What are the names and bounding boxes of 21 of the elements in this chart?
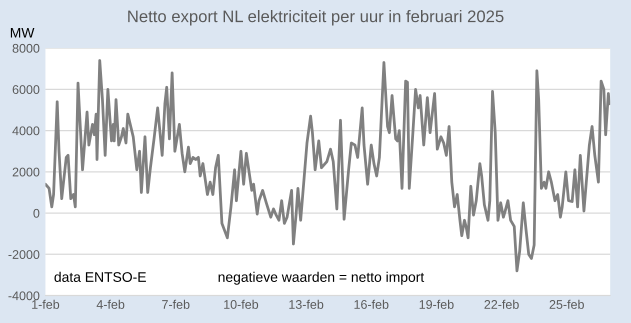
y-tick-label: -4000 <box>8 291 40 300</box>
x-tick-label: 22-feb <box>484 300 519 309</box>
x-tick-label: 10-feb <box>224 300 258 309</box>
y-tick-label: 4000 <box>12 126 40 136</box>
annotation: negatieve waarden = netto import <box>218 272 424 285</box>
y-tick-label: 6000 <box>12 85 40 94</box>
y-tick-label: 8000 <box>12 44 40 53</box>
y-axis-title: MW <box>10 28 34 38</box>
x-tick-label: 4-feb <box>96 300 124 309</box>
annotation: data ENTSO-E <box>54 272 146 282</box>
x-tick-label: 25-feb <box>550 300 584 309</box>
x-tick-label: 1-feb <box>32 300 60 309</box>
line-series <box>45 59 610 272</box>
chart-title: Netto export NL elektriciteit per uur in februari 2025 <box>128 10 504 26</box>
x-tick-label: 19-feb <box>420 300 454 309</box>
x-tick-label: 13-feb <box>289 300 324 309</box>
y-tick-label: 0 <box>33 208 40 218</box>
x-tick-label: 16-feb <box>354 300 388 309</box>
y-tick-label: -2000 <box>8 250 40 259</box>
y-tick-label: 2000 <box>12 168 40 176</box>
x-tick-label: 7-feb <box>162 300 190 309</box>
